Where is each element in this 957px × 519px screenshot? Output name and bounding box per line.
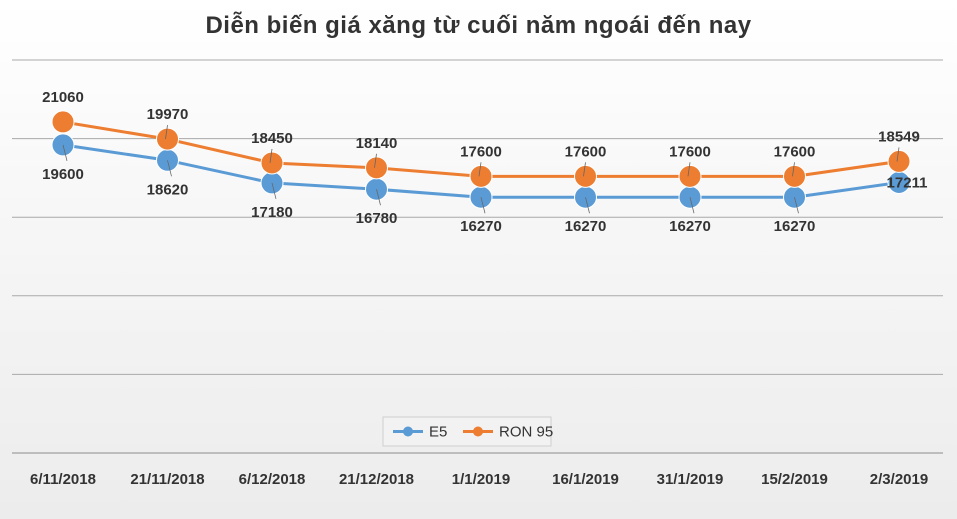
data-label: 17600: [669, 143, 711, 160]
data-label: 18450: [251, 130, 293, 147]
data-point: [574, 164, 597, 188]
leader-line: [583, 162, 586, 177]
data-label: 16270: [669, 218, 711, 235]
data-point: [783, 164, 806, 188]
data-label: 16270: [565, 218, 607, 235]
data-label: 21060: [42, 89, 84, 106]
leader-line: [896, 147, 900, 162]
data-label: 17600: [565, 143, 607, 160]
data-label: 17211: [887, 174, 928, 191]
leader-line: [62, 144, 68, 161]
leader-line: [271, 182, 277, 200]
x-tick-label: 21/12/2018: [339, 471, 414, 488]
legend-swatch-marker: [403, 426, 413, 437]
x-tick-label: 2/3/2019: [870, 471, 928, 488]
leader-line: [269, 148, 273, 164]
data-label: 16270: [460, 218, 502, 235]
data-label: 17180: [251, 204, 293, 221]
chart-title: Diễn biến giá xăng từ cuối năm ngoái đến…: [205, 12, 752, 39]
data-point: [51, 110, 75, 134]
data-label: 19970: [147, 106, 189, 123]
leader-line: [374, 153, 377, 168]
x-tick-label: 15/2/2019: [761, 471, 828, 488]
x-tick-label: 16/1/2019: [552, 471, 619, 488]
x-tick-label: 31/1/2019: [657, 471, 724, 488]
legend: E5 RON 95: [382, 416, 553, 447]
data-point: [365, 156, 388, 180]
legend-swatch-marker: [473, 426, 483, 437]
data-label: 18140: [356, 135, 398, 152]
leader-line: [480, 197, 486, 214]
x-axis: 6/11/2018 21/11/2018 6/12/2018 21/12/2018 1/…: [12, 452, 943, 488]
x-tick-label: 6/11/2018: [30, 471, 96, 488]
data-point: [469, 164, 493, 188]
data-label: 16270: [774, 218, 816, 235]
leader-line: [792, 162, 795, 177]
x-tick-label: 1/1/2019: [452, 471, 510, 488]
leader-line: [689, 197, 695, 214]
data-point: [156, 127, 179, 151]
legend-label: E5: [429, 424, 447, 441]
leader-line: [687, 162, 691, 177]
leader-line: [794, 197, 799, 214]
leader-line: [478, 162, 482, 177]
data-labels: 19600 18620 17180 16780 16270 16270 16270 16270…: [42, 89, 927, 235]
leader-line: [585, 197, 590, 214]
data-point: [678, 164, 702, 188]
x-tick-label: 21/11/2018: [130, 471, 204, 488]
data-label: 17600: [460, 143, 502, 160]
leader-line: [165, 125, 168, 140]
data-label: 18620: [147, 181, 189, 198]
data-point: [887, 149, 911, 173]
data-point: [260, 151, 284, 175]
leader-line: [376, 189, 381, 206]
leader-line: [167, 160, 172, 177]
x-tick-label: 6/12/2018: [239, 471, 306, 488]
data-label: 18549: [878, 128, 920, 145]
data-label: 19600: [42, 166, 84, 183]
data-label: 16780: [356, 210, 398, 227]
legend-label: RON 95: [499, 424, 553, 441]
data-label: 17600: [774, 143, 816, 160]
